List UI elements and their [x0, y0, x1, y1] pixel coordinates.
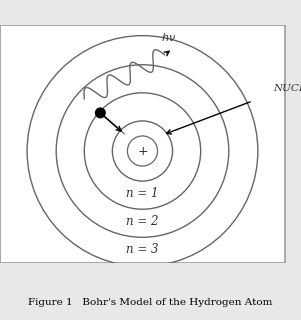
Text: h$\nu$: h$\nu$: [160, 31, 175, 43]
Text: Figure 1   Bohr's Model of the Hydrogen Atom: Figure 1 Bohr's Model of the Hydrogen At…: [28, 298, 273, 307]
Text: +: +: [137, 145, 148, 157]
Circle shape: [95, 108, 106, 118]
Text: n = 3: n = 3: [126, 243, 159, 256]
Text: n = 1: n = 1: [126, 187, 159, 200]
Text: n = 2: n = 2: [126, 215, 159, 228]
Text: NUCLEUS: NUCLEUS: [273, 84, 301, 93]
